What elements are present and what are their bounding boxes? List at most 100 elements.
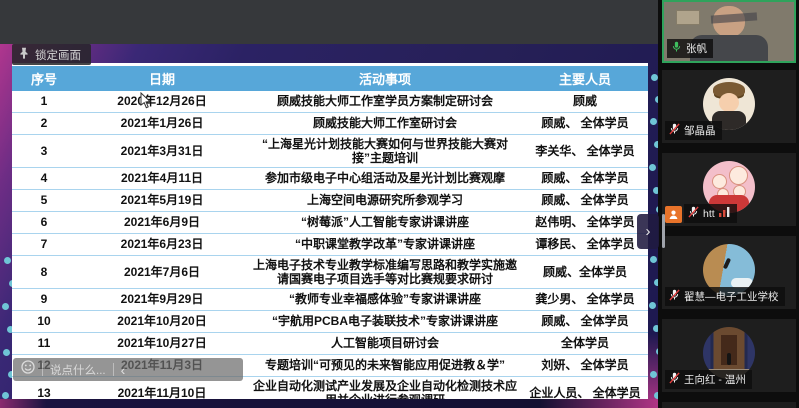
cell-people: 刘妍、 全体学员 — [541, 358, 629, 373]
cell-people: 李关华、 全体学员 — [535, 143, 635, 158]
decor-dot — [650, 118, 657, 125]
participant-name: 翟慧—电子工业学校 — [684, 291, 779, 303]
screen-share-area: 序号 日期 活动事项 主要人员 1 2020年12月26日 顾威技能大师工作室学员方案制定… — [0, 0, 658, 408]
table-row: 4 2021年4月11日 参加市级电子中心组活动及星光计划比赛观摩 顾威、 全体学员 — [12, 168, 648, 190]
decor-dot — [2, 303, 9, 310]
cell-people: 全体学员 — [560, 336, 609, 351]
cell-people: 顾威、 全体学员 — [541, 171, 629, 186]
participant-tile-partial[interactable] — [662, 402, 796, 408]
decor-dot — [8, 371, 15, 378]
webcam-background — [676, 10, 700, 25]
cell-activity: “树莓派”人工智能专家讲课讲座 — [300, 215, 469, 230]
decor-dot — [650, 256, 657, 263]
cell-activity: 参加市级电子中心组活动及星光计划比赛观摩 — [264, 171, 505, 186]
slide-bottom-strip — [0, 399, 658, 408]
cell-no: 13 — [37, 385, 51, 400]
cell-people: 顾威、全体学员 — [542, 264, 627, 279]
cell-no: 3 — [40, 143, 48, 158]
chat-input-bar[interactable]: 说点什么... ‹ — [13, 358, 243, 381]
participant-name: 邹晶晶 — [684, 125, 716, 137]
participant-tile-htt[interactable]: htt — [662, 153, 796, 226]
cell-no: 4 — [40, 171, 48, 186]
column-header-3: 主要人员 — [558, 72, 611, 87]
cell-people: 龚少男、 全体学员 — [535, 292, 635, 307]
decor-dot — [4, 257, 11, 264]
table-row: 1 2020年12月26日 顾威技能大师工作室学员方案制定研讨会 顾威 — [12, 91, 648, 113]
participant-name-label: 张帆 — [667, 39, 713, 58]
cell-activity: “教师专业幸福感体验”专家讲课讲座 — [288, 292, 481, 307]
cell-activity: 专题培训“可预见的未来智能应用促进教＆学” — [264, 358, 505, 373]
cell-activity: 顾威技能大师工作室研讨会 — [312, 116, 457, 131]
cell-people: 顾威、 全体学员 — [541, 193, 629, 208]
decor-dot — [653, 187, 658, 194]
mic-muted-icon — [669, 123, 680, 138]
cell-activity: 上海空间电源研究所参观学习 — [306, 193, 463, 208]
decor-dot — [649, 302, 656, 309]
participant-name-label: 翟慧—电子工业学校 — [665, 287, 785, 306]
decor-dot — [656, 206, 658, 213]
cell-date: 2021年10月20日 — [117, 314, 207, 329]
participant-tile-翟慧—电子工业学校[interactable]: 翟慧—电子工业学校 — [662, 236, 796, 309]
participant-name-label: 王向红 - 温州 — [665, 370, 752, 389]
cell-people: 顾威 — [572, 94, 597, 109]
column-header-2: 活动事项 — [358, 72, 411, 87]
participant-name: htt — [703, 207, 715, 220]
table-row: 2 2021年1月26日 顾威技能大师工作室研讨会 顾威、 全体学员 — [12, 113, 648, 135]
cell-no: 11 — [37, 336, 51, 351]
participant-tile-张帆[interactable]: 张帆 — [662, 0, 796, 63]
cell-activity: 顾威技能大师工作室学员方案制定研讨会 — [276, 94, 493, 109]
emoji-icon[interactable] — [21, 360, 35, 379]
presenter-icon — [665, 206, 682, 223]
chat-collapse-icon[interactable]: ‹ — [120, 361, 126, 378]
mic-muted-icon — [688, 206, 699, 221]
decor-dot — [655, 96, 658, 103]
participant-name-label: htt — [684, 204, 737, 223]
sidebar-collapse-button[interactable]: › — [637, 214, 659, 249]
decor-dot — [653, 325, 658, 332]
decor-dot — [649, 164, 656, 171]
cell-date: 2021年9月29日 — [120, 292, 204, 307]
cell-people: 顾威、 全体学员 — [541, 116, 629, 131]
cell-no: 9 — [40, 292, 48, 307]
cell-activity: 上海电子技术专业教学标准编写思路和教学实施邀请国赛电子项目选手等对比赛规要求研讨 — [252, 257, 517, 286]
table-header-row: 序号 日期 活动事项 主要人员 — [12, 66, 648, 91]
cell-activity: “宇航用PCBA电子装联技术”专家讲课讲座 — [271, 314, 498, 329]
decor-dot — [654, 279, 658, 286]
cell-date: 2021年4月11日 — [120, 171, 204, 186]
participant-tile-邹晶晶[interactable]: 邹晶晶 — [662, 70, 796, 143]
cell-activity: “中职课堂教学改革”专家讲课讲座 — [294, 237, 475, 252]
cell-no: 10 — [37, 314, 51, 329]
screen-share-topbar — [0, 0, 658, 44]
table-row: 5 2021年5月19日 上海空间电源研究所参观学习 顾威、 全体学员 — [12, 190, 648, 212]
column-header-1: 日期 — [148, 72, 175, 87]
column-header-0: 序号 — [30, 72, 57, 87]
activity-schedule-table: 序号 日期 活动事项 主要人员 1 2020年12月26日 顾威技能大师工作室学员方案制定… — [12, 63, 648, 408]
decor-dot — [654, 141, 658, 148]
network-signal-icon — [718, 207, 731, 220]
cell-date: 2021年10月27日 — [117, 336, 207, 351]
decor-dot — [7, 326, 14, 333]
mic-on-icon — [671, 41, 682, 56]
participant-tile-王向红 - 温州[interactable]: 王向红 - 温州 — [662, 319, 796, 392]
decor-dot — [654, 392, 658, 399]
lock-screen-button[interactable]: 锁定画面 — [12, 44, 91, 65]
chat-input-placeholder[interactable]: 说点什么... — [50, 364, 106, 377]
cell-no: 7 — [40, 237, 48, 252]
lock-screen-label: 锁定画面 — [35, 49, 81, 62]
table-row: 6 2021年6月9日 “树莓派”人工智能专家讲课讲座 赵伟明、 全体学员 — [12, 212, 648, 234]
webcam-person — [710, 12, 758, 24]
cell-date: 2021年11月10日 — [117, 385, 207, 400]
cell-activity: “上海星光计划技能大赛如何与世界技能大赛对接”主题培训 — [261, 136, 508, 165]
participant-name: 张帆 — [686, 43, 707, 55]
participant-name: 王向红 - 温州 — [684, 374, 746, 386]
decor-dot — [3, 349, 10, 356]
cell-no: 8 — [40, 264, 48, 279]
cell-people: 顾威、 全体学员 — [541, 314, 629, 329]
cell-date: 2021年6月9日 — [123, 215, 201, 230]
cell-no: 2 — [40, 116, 48, 131]
table-row: 9 2021年9月29日 “教师专业幸福感体验”专家讲课讲座 龚少男、 全体学员 — [12, 289, 648, 311]
table-row: 7 2021年6月23日 “中职课堂教学改革”专家讲课讲座 谭移民、 全体学员 — [12, 234, 648, 256]
cell-people: 谭移民、 全体学员 — [535, 237, 635, 252]
sidebar-scrollbar[interactable] — [662, 214, 665, 248]
